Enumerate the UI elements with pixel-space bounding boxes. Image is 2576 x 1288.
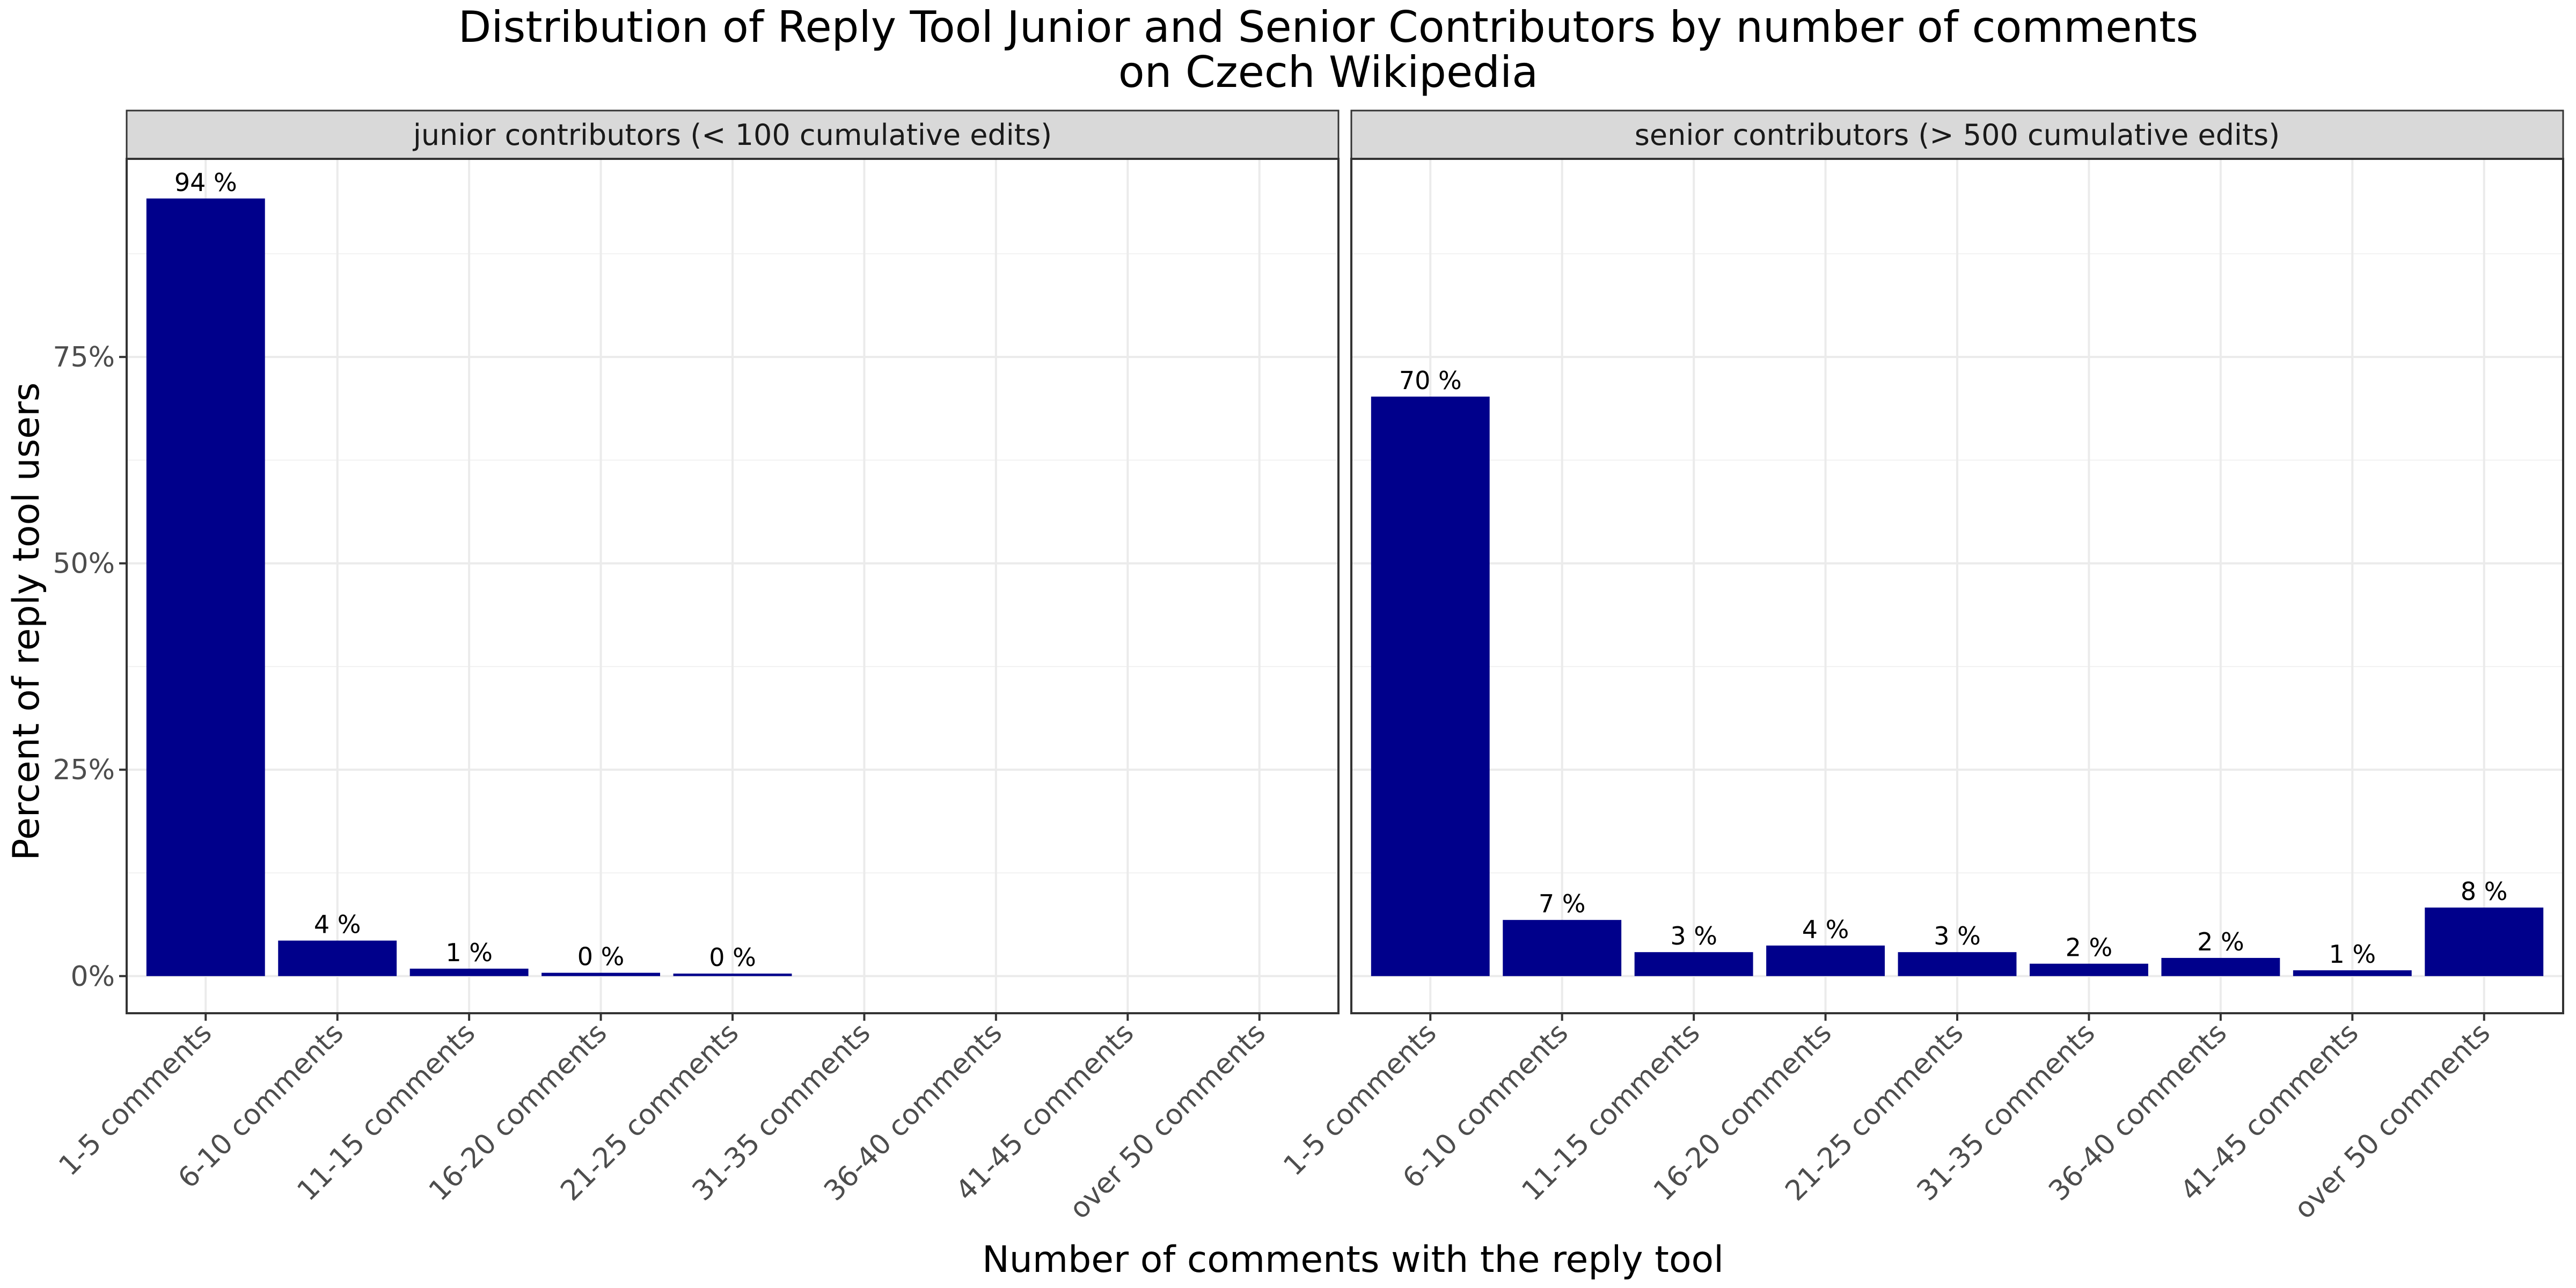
facet-strip <box>1350 109 2564 160</box>
bar <box>1503 920 1622 976</box>
bar-data-label: 1 % <box>2329 940 2376 969</box>
bar-data-label: 8 % <box>2461 877 2508 906</box>
bar <box>409 968 529 976</box>
bar-data-label: 2 % <box>2197 927 2244 956</box>
bar-data-label: 3 % <box>1670 921 1717 950</box>
y-tick-label: 25% <box>53 754 115 786</box>
bar-data-label: 7 % <box>1539 889 1586 918</box>
bar <box>541 972 661 976</box>
bar-data-label: 0 % <box>709 943 756 972</box>
facet-strip <box>126 109 1340 160</box>
bar <box>146 198 265 976</box>
bar <box>1634 952 1753 976</box>
bar <box>1371 396 1490 976</box>
facet-strip-label: junior contributors (< 100 cumulative ed… <box>413 118 1052 152</box>
y-axis-title: Percent of reply tool users <box>5 383 48 861</box>
bar <box>673 974 792 976</box>
facet-strip-label: senior contributors (> 500 cumulative ed… <box>1635 118 2280 152</box>
bar <box>2425 908 2544 976</box>
x-axis-title: Number of comments with the reply tool <box>982 1239 1724 1281</box>
bar-data-label: 70 % <box>1399 366 1462 395</box>
bar <box>1898 952 2017 976</box>
bar <box>2161 957 2280 976</box>
bar <box>278 940 397 976</box>
y-tick-label: 0% <box>71 961 115 993</box>
bar-data-label: 3 % <box>1934 921 1981 950</box>
bar <box>1766 945 1885 976</box>
bar-data-label: 2 % <box>2066 933 2113 962</box>
bar-data-label: 4 % <box>1802 915 1849 944</box>
bar-data-label: 1 % <box>445 938 493 967</box>
y-tick-label: 50% <box>53 548 115 580</box>
bar <box>2293 970 2412 976</box>
y-tick-label: 75% <box>53 341 115 374</box>
bar-data-label: 94 % <box>174 168 237 197</box>
bar-data-label: 4 % <box>314 910 361 939</box>
bar <box>2029 963 2148 976</box>
bar-data-label: 0 % <box>577 942 625 971</box>
chart-title-line-2: on Czech Wikipedia <box>1118 47 1538 97</box>
chart-title-line-1: Distribution of Reply Tool Junior and Se… <box>458 2 2198 52</box>
